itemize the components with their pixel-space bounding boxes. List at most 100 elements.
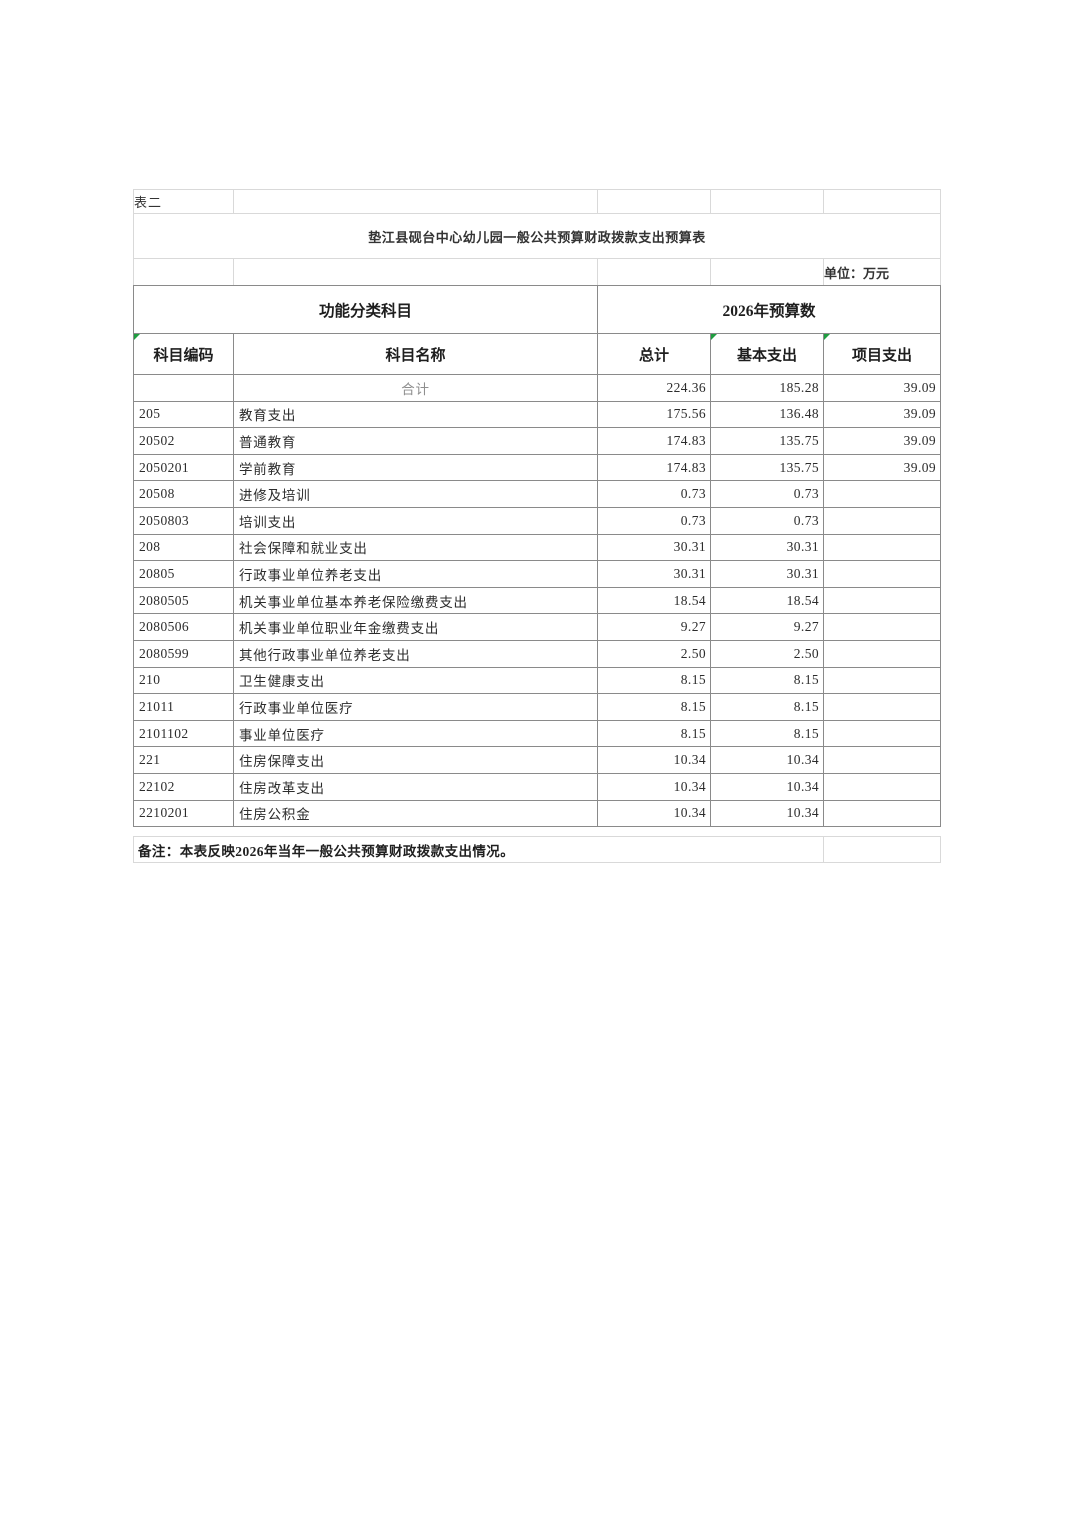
cell-total: 8.15 <box>597 719 712 748</box>
cell-project-expenditure <box>823 586 942 615</box>
table-row: 210 卫生健康支出 8.15 8.15 <box>133 666 942 695</box>
footnote-row: 备注：本表反映2026年当年一般公共预算财政拨款支出情况。 <box>132 836 942 863</box>
cell-subject-name: 住房保障支出 <box>232 746 599 774</box>
header-col-project: 项目支出 <box>823 333 942 375</box>
cell-project-expenditure: 39.09 <box>823 427 942 455</box>
cell-subject-code: 22102 <box>133 772 234 801</box>
table-row: 20508 进修及培训 0.73 0.73 <box>133 480 942 508</box>
cell-total: 174.83 <box>597 453 712 482</box>
cell-total: 10.34 <box>597 746 712 774</box>
cell-subject-code: 2080599 <box>133 639 234 668</box>
cell-project-expenditure <box>823 613 942 641</box>
cell-basic-expenditure: 136.48 <box>710 400 825 429</box>
cell-project-expenditure <box>823 693 942 721</box>
unit-spacer-4 <box>710 258 824 286</box>
total-value-total: 224.36 <box>597 374 712 402</box>
cell-subject-code: 221 <box>133 746 234 774</box>
cell-subject-code: 21011 <box>133 693 234 721</box>
cell-subject-code: 2210201 <box>133 799 234 828</box>
cell-subject-name: 行政事业单位医疗 <box>232 693 599 721</box>
cell-subject-name: 住房改革支出 <box>232 772 599 801</box>
cell-basic-expenditure: 8.15 <box>710 666 825 695</box>
cell-project-expenditure <box>823 639 942 668</box>
cell-project-expenditure <box>823 772 942 801</box>
cell-basic-expenditure: 135.75 <box>710 453 825 482</box>
sheet-tag: 表二 <box>133 189 234 214</box>
header-column-row: 科目编码 科目名称 总计 基本支出 项目支出 <box>133 333 942 375</box>
cell-subject-code: 2080506 <box>133 613 234 641</box>
table-row: 2080506 机关事业单位职业年金缴费支出 9.27 9.27 <box>133 613 942 641</box>
cell-subject-name: 机关事业单位职业年金缴费支出 <box>232 613 599 641</box>
table-row: 2210201 住房公积金 10.34 10.34 <box>133 799 942 828</box>
cell-basic-expenditure: 2.50 <box>710 639 825 668</box>
cell-subject-name: 行政事业单位养老支出 <box>232 560 599 588</box>
cell-total: 175.56 <box>597 400 712 429</box>
unit-spacer-3 <box>597 258 711 286</box>
cell-subject-code: 2050201 <box>133 453 234 482</box>
unit-label: 单位：万元 <box>823 258 941 286</box>
cell-project-expenditure <box>823 799 942 828</box>
cell-basic-expenditure: 10.34 <box>710 746 825 774</box>
cell-subject-name: 其他行政事业单位养老支出 <box>232 639 599 668</box>
cell-basic-expenditure: 9.27 <box>710 613 825 641</box>
cell-project-expenditure <box>823 560 942 588</box>
cell-total: 18.54 <box>597 586 712 615</box>
cell-subject-name: 培训支出 <box>232 506 599 535</box>
cell-project-expenditure: 39.09 <box>823 400 942 429</box>
cell-subject-name: 普通教育 <box>232 427 599 455</box>
title-row: 垫江县砚台中心幼儿园一般公共预算财政拨款支出预算表 <box>133 213 941 259</box>
cell-basic-expenditure: 30.31 <box>710 560 825 588</box>
cell-subject-name: 教育支出 <box>232 400 599 429</box>
cell-total: 30.31 <box>597 533 712 562</box>
cell-basic-expenditure: 0.73 <box>710 480 825 508</box>
unit-spacer-2 <box>233 258 598 286</box>
header-functional-classification: 功能分类科目 <box>132 285 599 334</box>
cell-total: 10.34 <box>597 799 712 828</box>
cell-subject-name: 卫生健康支出 <box>232 666 599 695</box>
cell-total: 9.27 <box>597 613 712 641</box>
cell-subject-code: 2080505 <box>133 586 234 615</box>
cell-basic-expenditure: 18.54 <box>710 586 825 615</box>
cell-subject-code: 20805 <box>133 560 234 588</box>
table-row: 22102 住房改革支出 10.34 10.34 <box>133 772 942 801</box>
footnote-text: 备注：本表反映2026年当年一般公共预算财政拨款支出情况。 <box>132 836 825 863</box>
cell-basic-expenditure: 30.31 <box>710 533 825 562</box>
table-row-total: 合计 224.36 185.28 39.09 <box>133 374 942 402</box>
cell-subject-name: 学前教育 <box>232 453 599 482</box>
cell-project-expenditure <box>823 506 942 535</box>
table-row: 2080599 其他行政事业单位养老支出 2.50 2.50 <box>133 639 942 668</box>
unit-spacer-1 <box>133 258 234 286</box>
cell-subject-code: 2050803 <box>133 506 234 535</box>
table-row: 21011 行政事业单位医疗 8.15 8.15 <box>133 693 942 721</box>
sheet-tag-spacer-5 <box>823 189 941 214</box>
page-title: 垫江县砚台中心幼儿园一般公共预算财政拨款支出预算表 <box>133 213 941 259</box>
table-row: 2050201 学前教育 174.83 135.75 39.09 <box>133 453 942 482</box>
table-row: 221 住房保障支出 10.34 10.34 <box>133 746 942 774</box>
total-label: 合计 <box>232 374 599 402</box>
cell-total: 0.73 <box>597 506 712 535</box>
header-col-total: 总计 <box>597 333 712 375</box>
cell-total: 8.15 <box>597 693 712 721</box>
cell-project-expenditure: 39.09 <box>823 453 942 482</box>
header-col-basic: 基本支出 <box>710 333 825 375</box>
cell-subject-code: 20508 <box>133 480 234 508</box>
cell-project-expenditure <box>823 533 942 562</box>
cell-total: 10.34 <box>597 772 712 801</box>
table-row: 2050803 培训支出 0.73 0.73 <box>133 506 942 535</box>
cell-subject-code: 20502 <box>133 427 234 455</box>
header-group-row: 功能分类科目 2026年预算数 <box>132 285 942 334</box>
cell-total: 174.83 <box>597 427 712 455</box>
cell-subject-code: 205 <box>133 400 234 429</box>
sheet-tag-spacer-2 <box>233 189 598 214</box>
table-row: 20502 普通教育 174.83 135.75 39.09 <box>133 427 942 455</box>
cell-total: 2.50 <box>597 639 712 668</box>
cell-subject-name: 社会保障和就业支出 <box>232 533 599 562</box>
table-row: 2080505 机关事业单位基本养老保险缴费支出 18.54 18.54 <box>133 586 942 615</box>
table-row: 2101102 事业单位医疗 8.15 8.15 <box>133 719 942 748</box>
total-value-basic: 185.28 <box>710 374 825 402</box>
table-row: 208 社会保障和就业支出 30.31 30.31 <box>133 533 942 562</box>
cell-project-expenditure <box>823 719 942 748</box>
cell-subject-name: 住房公积金 <box>232 799 599 828</box>
cell-total: 0.73 <box>597 480 712 508</box>
